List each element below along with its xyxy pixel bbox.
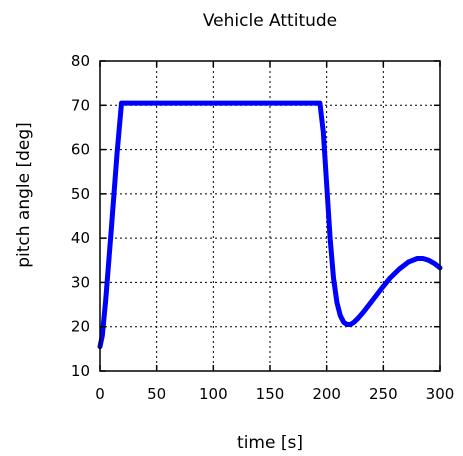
y-tick-label: 60	[71, 141, 90, 159]
y-tick-label: 40	[71, 229, 90, 247]
chart-title: Vehicle Attitude	[203, 11, 337, 31]
x-tick-label: 200	[312, 385, 341, 403]
x-tick-label: 50	[147, 385, 166, 403]
grid	[100, 61, 440, 371]
y-tick-label: 50	[71, 185, 90, 203]
y-tick-label: 20	[71, 318, 90, 336]
y-tick-label: 70	[71, 96, 90, 114]
x-tick-label: 150	[256, 385, 285, 403]
series-line-1	[97, 100, 443, 350]
series-layer	[97, 100, 443, 350]
x-tick-label: 250	[369, 385, 398, 403]
x-tick-label: 0	[95, 385, 105, 403]
x-tick-label: 300	[426, 385, 455, 403]
y-axis-label: pitch angle [deg]	[14, 122, 34, 268]
y-tick-label: 30	[71, 273, 90, 291]
y-tick-label: 80	[71, 52, 90, 70]
y-tick-label: 10	[71, 362, 90, 380]
x-axis-label: time [s]	[237, 433, 303, 453]
x-tick-label: 100	[199, 385, 228, 403]
axis-ticks: 0 50 100 150 200 250 300 10 20 30 40 50 60 70 80	[71, 52, 454, 403]
